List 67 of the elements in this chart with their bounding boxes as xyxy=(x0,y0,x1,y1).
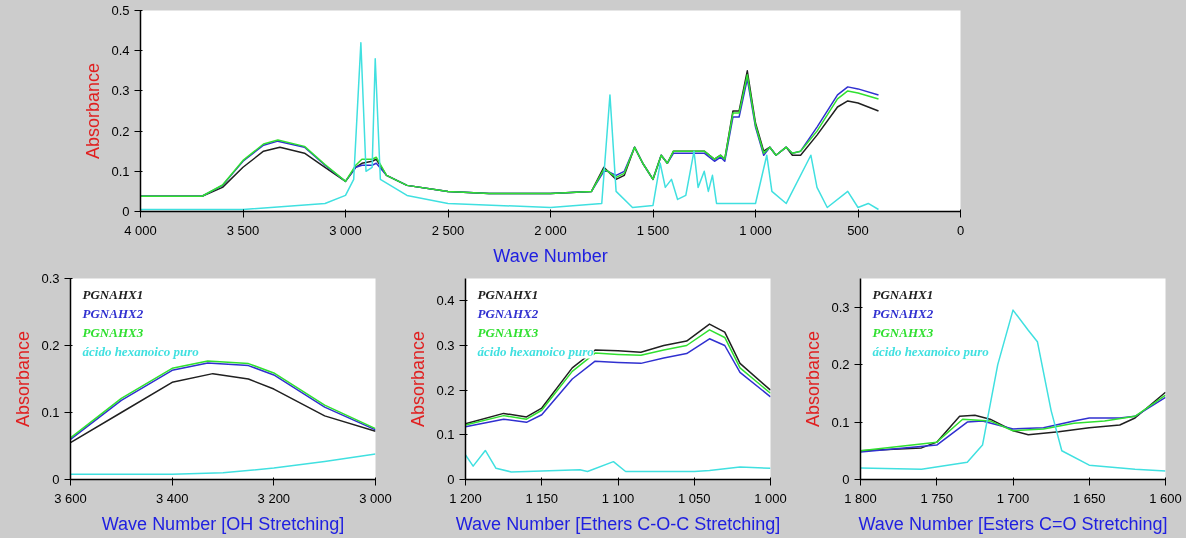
x-tick-label: 3 400 xyxy=(155,490,189,506)
x-tick-label: 1 200 xyxy=(449,490,482,506)
x-tick-label: 1 700 xyxy=(996,490,1030,506)
x-tick-label: 3 000 xyxy=(329,222,362,238)
x-axis-title: Wave Number xyxy=(493,245,608,266)
y-tick-label: 0.1 xyxy=(436,427,455,443)
y-tick-label: 0.2 xyxy=(831,357,850,373)
text: PGNAHX2 xyxy=(82,305,144,321)
x-tick-label: 1 050 xyxy=(677,490,711,506)
y-tick-label: 0.5 xyxy=(111,3,130,18)
x-tick-label: 0 xyxy=(956,222,965,238)
y-tick-label: 0.4 xyxy=(111,43,130,59)
y-tick-label: 0.1 xyxy=(111,163,130,179)
x-tick-label: 3 600 xyxy=(54,490,87,506)
y-axis-title: Absorbance xyxy=(83,62,104,160)
x-tick-label: 1 650 xyxy=(1072,490,1106,506)
x-tick-label: 1 150 xyxy=(525,490,559,506)
x-tick-label: 2 500 xyxy=(431,222,465,238)
text: PGNAHX1 xyxy=(872,286,934,302)
x-tick-label: 3 500 xyxy=(226,222,260,238)
x-tick-label: 3 000 xyxy=(359,490,392,506)
y-tick-label: 0.2 xyxy=(436,382,455,398)
x-tick-label: 500 xyxy=(847,222,869,238)
line-series xyxy=(70,453,376,475)
text: PGNAHX1 xyxy=(82,286,144,302)
text: PGNAHX3 xyxy=(872,324,934,340)
line-series xyxy=(70,372,376,444)
y-tick-label: 0.3 xyxy=(111,83,130,99)
x-tick-label: 2 000 xyxy=(534,222,567,238)
x-tick-label: 1 600 xyxy=(1149,490,1182,506)
text: PGNAHX1 xyxy=(477,286,539,302)
y-tick-label: 0.3 xyxy=(831,299,850,315)
y-tick-label: 0 xyxy=(122,204,130,219)
x-axis-title: Wave Number [Esters C=O Stretching] xyxy=(858,513,1168,534)
x-tick-label: 1 000 xyxy=(754,490,787,506)
line-series xyxy=(140,41,880,211)
text: PGNAHX2 xyxy=(872,305,934,321)
line-series xyxy=(860,309,1166,472)
series-label: ácido hexanoico puro xyxy=(872,343,990,359)
x-tick-label: 1 100 xyxy=(601,490,635,506)
x-tick-label: 1 800 xyxy=(844,490,877,506)
y-tick-label: 0 xyxy=(842,472,850,487)
x-axis-title: Wave Number [OH Stretching] xyxy=(101,513,345,534)
y-axis-title: Absorbance xyxy=(13,330,34,428)
x-tick-label: 1 750 xyxy=(920,490,954,506)
y-tick-label: 0.2 xyxy=(41,338,60,353)
line-series xyxy=(465,449,771,473)
y-tick-label: 0.1 xyxy=(41,405,60,420)
y-tick-label: 0.3 xyxy=(436,338,455,353)
y-tick-label: 0.1 xyxy=(831,414,850,430)
text: ácido hexanoico puro xyxy=(477,343,595,359)
y-tick-label: 0.3 xyxy=(41,271,60,286)
y-tick-label: 0.4 xyxy=(436,293,455,309)
x-tick-label: 1 000 xyxy=(739,222,772,238)
y-tick-label: 0 xyxy=(52,472,60,487)
text: PGNAHX3 xyxy=(82,324,144,340)
x-tick-label: 1 500 xyxy=(636,222,670,238)
y-tick-label: 0 xyxy=(447,472,455,487)
y-axis-title: Absorbance xyxy=(408,330,429,428)
y-axis-title: Absorbance xyxy=(803,330,824,428)
y-tick-label: 0.2 xyxy=(111,123,130,139)
x-axis-title: Wave Number [Ethers C-O-C Stretching] xyxy=(455,513,781,534)
text: PGNAHX3 xyxy=(477,324,539,340)
text: PGNAHX2 xyxy=(477,305,539,321)
x-tick-label: 3 200 xyxy=(257,490,291,506)
x-tick-label: 4 000 xyxy=(124,222,157,238)
text: ácido hexanoico puro xyxy=(82,343,200,359)
